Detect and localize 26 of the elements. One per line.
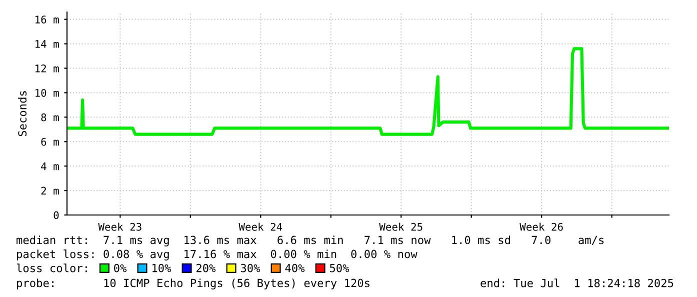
y-tick-label: 0 [54, 211, 59, 220]
legend-label: 10% [152, 264, 172, 272]
x-tick-label: Week 25 [379, 222, 422, 231]
y-tick-label: 14 m [36, 40, 59, 48]
legend-label: 0% [114, 264, 127, 272]
y-tick-label: 16 m [36, 16, 59, 24]
text: probe: 10 ICMP Echo Pings (56 Bytes) every 120s [17, 278, 370, 290]
y-axis-title: Seconds [18, 91, 27, 136]
text: loss color: [16, 264, 87, 272]
y-tick-label: 12 m [36, 64, 59, 72]
x-tick-label: Week 23 [98, 222, 142, 231]
x-tick-label: Week 24 [238, 222, 282, 231]
legend-label: 50% [330, 264, 350, 272]
line-series [67, 47, 669, 136]
text: end: Tue Jul 1 18:24:18 2025 [480, 278, 674, 288]
y-tick-label: 4 m [41, 162, 59, 170]
y-tick-label: 10 m [36, 88, 59, 97]
legend-label: 20% [196, 264, 216, 272]
text: median rtt: 7.1 ms avg 13.6 ms max 6.6 ms min 7.1 ms now 1.0 ms sd 7.0 am/s [16, 236, 604, 246]
y-tick-label: 6 m [41, 138, 59, 146]
y-tick-label: 8 m [41, 113, 59, 122]
legend-label: 30% [240, 264, 260, 272]
legend-label: 40% [285, 264, 305, 272]
y-tick-label: 2 m [41, 186, 59, 195]
text: packet loss: 0.08 % avg 17.16 % max 0.00 % min 0.00 % now [17, 250, 418, 260]
x-tick-label: Week 26 [520, 222, 563, 231]
